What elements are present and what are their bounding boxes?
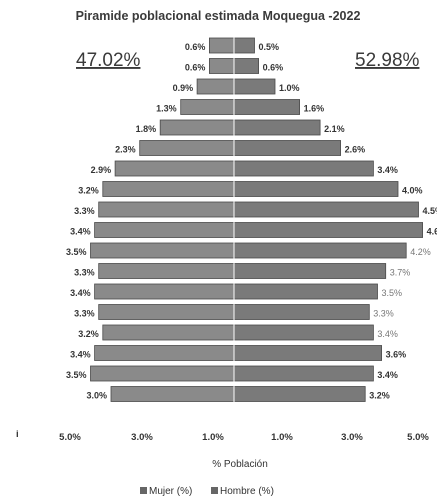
label-hombre-7: 4.0% [402, 186, 423, 196]
bar-mujer-7 [102, 181, 235, 197]
label-hombre-6: 3.4% [377, 165, 398, 175]
bar-hombre-12 [233, 283, 378, 300]
label-hombre-12: 3.5% [382, 288, 403, 298]
bar-mujer-13 [98, 304, 235, 320]
legend: Mujer (%) Hombre (%) [140, 486, 274, 497]
label-hombre-9: 4.6% [427, 227, 437, 237]
label-hombre-5: 2.6% [345, 145, 366, 155]
bar-hombre-9 [233, 222, 424, 238]
stray-mark: i [16, 429, 19, 440]
bar-hombre-14 [233, 324, 374, 341]
total-hombre-percent: 52.98% [355, 50, 420, 71]
bar-hombre-0 [233, 37, 255, 54]
bar-hombre-1 [233, 58, 260, 74]
label-mujer-11: 3.3% [74, 268, 95, 278]
label-mujer-1: 0.6% [185, 63, 206, 73]
label-mujer-9: 3.4% [70, 227, 91, 237]
legend-label-mujer: Mujer (%) [149, 486, 192, 497]
label-mujer-4: 1.8% [136, 124, 157, 134]
bar-mujer-0 [208, 37, 235, 54]
label-hombre-11: 3.7% [390, 268, 411, 278]
label-hombre-13: 3.3% [373, 309, 394, 319]
bar-mujer-16 [90, 365, 235, 382]
label-hombre-0: 0.5% [259, 42, 280, 52]
label-hombre-4: 2.1% [324, 124, 345, 134]
bar-mujer-11 [98, 263, 235, 279]
label-mujer-16: 3.5% [66, 370, 87, 380]
label-mujer-15: 3.4% [70, 350, 91, 360]
x-tick-5: 5.0% [407, 432, 429, 443]
label-mujer-3: 1.3% [156, 104, 177, 114]
label-mujer-0: 0.6% [185, 42, 206, 52]
bar-mujer-8 [98, 201, 235, 218]
bar-hombre-17 [233, 386, 366, 402]
label-mujer-13: 3.3% [74, 309, 95, 319]
bar-mujer-12 [94, 283, 235, 300]
x-tick-3: 1.0% [271, 432, 293, 443]
bar-hombre-2 [233, 78, 276, 95]
label-mujer-6: 2.9% [91, 165, 112, 175]
bar-hombre-7 [233, 181, 399, 197]
label-mujer-10: 3.5% [66, 247, 87, 257]
bar-mujer-9 [94, 222, 235, 238]
label-hombre-2: 1.0% [279, 83, 300, 93]
label-hombre-14: 3.4% [377, 329, 398, 339]
label-mujer-8: 3.3% [74, 206, 95, 216]
bar-hombre-10 [233, 242, 407, 259]
label-hombre-15: 3.6% [386, 350, 407, 360]
bar-hombre-4 [233, 119, 321, 136]
label-hombre-10: 4.2% [410, 247, 431, 257]
label-hombre-8: 4.5% [423, 206, 437, 216]
label-mujer-7: 3.2% [78, 186, 99, 196]
bar-mujer-15 [94, 345, 235, 361]
label-mujer-14: 3.2% [78, 329, 99, 339]
bar-mujer-1 [208, 58, 235, 74]
bars-group [90, 36, 424, 404]
bar-hombre-6 [233, 160, 374, 177]
x-axis-title: % Población [212, 459, 268, 470]
bar-mujer-3 [180, 99, 235, 115]
x-tick-1: 3.0% [131, 432, 153, 443]
x-tick-2: 1.0% [202, 432, 224, 443]
legend-swatch-hombre [211, 487, 218, 494]
label-hombre-16: 3.4% [377, 370, 398, 380]
bar-mujer-5 [139, 140, 235, 156]
bar-mujer-2 [196, 78, 235, 95]
label-hombre-17: 3.2% [369, 391, 390, 401]
chart-title: Piramide poblacional estimada Moquegua -… [76, 9, 361, 23]
label-mujer-17: 3.0% [86, 391, 107, 401]
legend-swatch-mujer [140, 487, 147, 494]
x-tick-0: 5.0% [59, 432, 81, 443]
total-mujer-percent: 47.02% [76, 50, 141, 71]
bar-hombre-3 [233, 99, 300, 115]
bar-hombre-5 [233, 140, 341, 156]
label-mujer-2: 0.9% [173, 83, 194, 93]
label-hombre-1: 0.6% [263, 63, 284, 73]
bar-hombre-8 [233, 201, 419, 218]
bar-hombre-16 [233, 365, 374, 382]
bar-hombre-13 [233, 304, 370, 320]
x-tick-4: 3.0% [341, 432, 363, 443]
label-hombre-3: 1.6% [304, 104, 325, 114]
label-mujer-12: 3.4% [70, 288, 91, 298]
bar-hombre-15 [233, 345, 383, 361]
bar-mujer-14 [102, 324, 235, 341]
bar-hombre-11 [233, 263, 387, 279]
bar-mujer-4 [159, 119, 235, 136]
bar-mujer-6 [114, 160, 235, 177]
legend-label-hombre: Hombre (%) [220, 486, 274, 497]
label-mujer-5: 2.3% [115, 145, 136, 155]
bar-labels-group: 0.6% 0.5% 0.6% 0.6% 0.9% 1.0% 1.3% 1.6% 1.8% 2.1%… [66, 42, 437, 401]
x-ticks-group: 5.0% 3.0% 1.0% 1.0% 3.0% 5.0% [59, 432, 429, 443]
bar-mujer-17 [110, 386, 235, 402]
bar-mujer-10 [90, 242, 235, 259]
